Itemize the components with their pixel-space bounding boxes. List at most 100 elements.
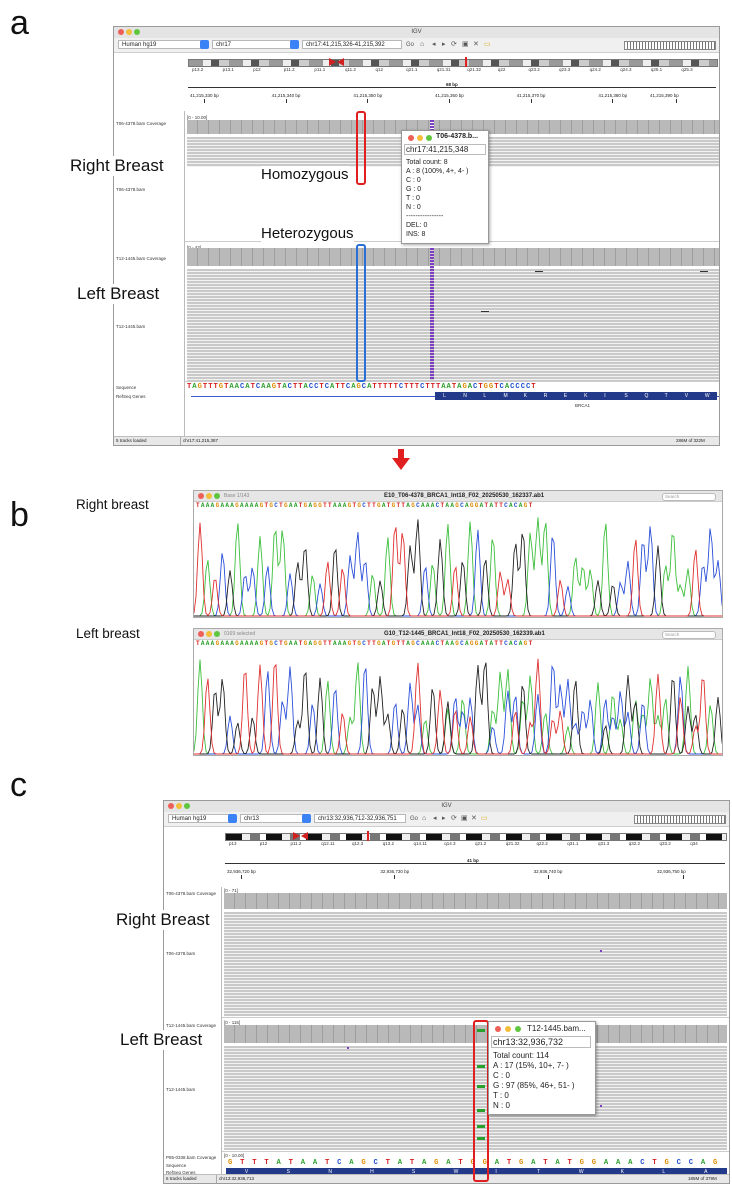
- base-T: T: [298, 640, 304, 647]
- resize-icon[interactable]: ✕: [473, 41, 479, 48]
- zoom-dot[interactable]: [184, 803, 190, 809]
- status-bar: 5 tracks loaded chr17:41,215,387 286M of…: [114, 436, 719, 445]
- chromosome-select[interactable]: chr13: [240, 814, 308, 823]
- base-G: G: [318, 640, 324, 647]
- track-refseq[interactable]: RefSeq Genes: [116, 394, 146, 399]
- region-icon[interactable]: ▣: [461, 815, 468, 822]
- t06-coverage-bars[interactable]: [224, 893, 727, 909]
- popup-info-icon[interactable]: ▭: [481, 815, 488, 822]
- back-icon[interactable]: ◂: [433, 815, 437, 822]
- minimize-dot[interactable]: [206, 493, 212, 499]
- t12-reads[interactable]: [187, 269, 719, 381]
- t12-reads[interactable]: [224, 1046, 727, 1150]
- base-A: A: [406, 502, 412, 509]
- track-t06-bam[interactable]: T06-4378.bam: [166, 951, 196, 956]
- base-G: G: [235, 502, 241, 509]
- track-t12-coverage[interactable]: T12-1445.bam Coverage: [166, 1023, 217, 1028]
- base-A: A: [332, 640, 338, 647]
- region-icon[interactable]: ▣: [462, 41, 469, 48]
- close-dot[interactable]: [118, 29, 124, 35]
- ruler-tick: [204, 99, 205, 103]
- base-C: C: [460, 640, 465, 647]
- t12-coverage-bars[interactable]: [187, 248, 719, 266]
- track-t12-bam[interactable]: T12-1445.bam: [166, 1087, 196, 1092]
- base-T: T: [328, 640, 333, 647]
- base-G: G: [434, 1159, 447, 1167]
- base-G: G: [313, 640, 319, 647]
- t06-coverage-bars[interactable]: [187, 120, 719, 134]
- ruler-tick-label: 41,215,380 bp: [598, 93, 628, 98]
- track-t06-bam[interactable]: T06-4378.bam: [116, 187, 146, 192]
- minimize-dot[interactable]: [206, 631, 212, 637]
- close-dot[interactable]: [198, 493, 204, 499]
- chromosome-select[interactable]: chr17: [212, 40, 298, 49]
- genome-select[interactable]: Human hg19: [118, 40, 206, 49]
- t12-variant-column[interactable]: [477, 1025, 485, 1151]
- close-dot[interactable]: [198, 631, 204, 637]
- zoom-slider[interactable]: [634, 815, 726, 824]
- popup-close-dot[interactable]: [495, 1026, 501, 1032]
- track-sequence[interactable]: Sequence: [116, 385, 137, 390]
- popup-minimize-dot[interactable]: [417, 135, 423, 141]
- close-dot[interactable]: [168, 803, 174, 809]
- back-icon[interactable]: ◂: [432, 41, 436, 48]
- locus-input[interactable]: chr17:41,215,326-41,215,392: [302, 40, 402, 49]
- track-t06-coverage[interactable]: T06-4378.bam Coverage: [166, 891, 217, 896]
- minimize-dot[interactable]: [176, 803, 182, 809]
- chromosome-dropdown-icon[interactable]: [290, 40, 299, 49]
- t06-reads[interactable]: [224, 912, 727, 1016]
- resize-icon[interactable]: ✕: [471, 815, 477, 822]
- base-T: T: [224, 383, 230, 391]
- go-button[interactable]: Go: [410, 816, 419, 822]
- base-C: C: [504, 640, 509, 647]
- minimize-dot[interactable]: [126, 29, 132, 35]
- home-icon[interactable]: ⌂: [422, 815, 427, 822]
- ruler-tick-label: 32,936,720 bp: [227, 869, 256, 874]
- t12-coverage-bars[interactable]: [224, 1025, 727, 1043]
- alignment-popup-a[interactable]: T06-4378.b... chr17:41,215,348 Total cou…: [401, 130, 489, 244]
- track-sequence[interactable]: Sequence: [166, 1163, 187, 1168]
- track-refseq[interactable]: RefSeq Genes: [166, 1170, 196, 1175]
- sequence-divider: [185, 381, 719, 382]
- locus-input[interactable]: chr13:32,936,712-32,936,751: [314, 814, 406, 823]
- popup-minimize-dot[interactable]: [505, 1026, 511, 1032]
- zoom-dot[interactable]: [214, 493, 220, 499]
- base-C: C: [513, 640, 519, 647]
- genome-dropdown-icon[interactable]: [200, 40, 209, 49]
- popup-zoom-dot[interactable]: [515, 1026, 521, 1032]
- popup-line: T : 0: [406, 195, 420, 202]
- popup-zoom-dot[interactable]: [426, 135, 432, 141]
- forward-icon[interactable]: ▸: [442, 41, 446, 48]
- chromosome-ideogram[interactable]: [225, 833, 727, 841]
- popup-close-dot[interactable]: [408, 135, 414, 141]
- base-A: A: [254, 502, 260, 509]
- alignment-popup-c[interactable]: T12-1445.bam... chr13:32,936,732 Total c…: [488, 1021, 596, 1115]
- base-T: T: [292, 383, 299, 391]
- search-input[interactable]: Search: [662, 631, 716, 639]
- chromosome-dropdown-icon[interactable]: [302, 814, 311, 823]
- base-A: A: [220, 502, 226, 509]
- search-input[interactable]: Search: [662, 493, 716, 501]
- track-p85-coverage[interactable]: P85-0338.bam Coverage: [166, 1155, 217, 1160]
- base-T: T: [386, 640, 392, 647]
- chromosome-ideogram[interactable]: [188, 59, 718, 67]
- t12-insertion-column[interactable]: [430, 248, 434, 380]
- refresh-icon[interactable]: ⟳: [451, 815, 457, 822]
- base-G: G: [259, 640, 265, 647]
- genome-dropdown-icon[interactable]: [228, 814, 237, 823]
- popup-info-icon[interactable]: ▭: [484, 41, 491, 48]
- refresh-icon[interactable]: ⟳: [451, 41, 457, 48]
- track-t12-coverage[interactable]: T12-1445.bam Coverage: [116, 256, 167, 261]
- zoom-dot[interactable]: [214, 631, 220, 637]
- track-t12-bam[interactable]: T12-1445.bam: [116, 324, 146, 329]
- zoom-dot[interactable]: [134, 29, 140, 35]
- track-t06-coverage[interactable]: T06-4378.bam Coverage: [116, 121, 167, 126]
- home-icon[interactable]: ⌂: [420, 41, 425, 48]
- base-G: G: [523, 640, 529, 647]
- zoom-slider[interactable]: [624, 41, 716, 50]
- go-button[interactable]: Go: [406, 42, 415, 48]
- genome-select[interactable]: Human hg19: [168, 814, 234, 823]
- forward-icon[interactable]: ▸: [442, 815, 446, 822]
